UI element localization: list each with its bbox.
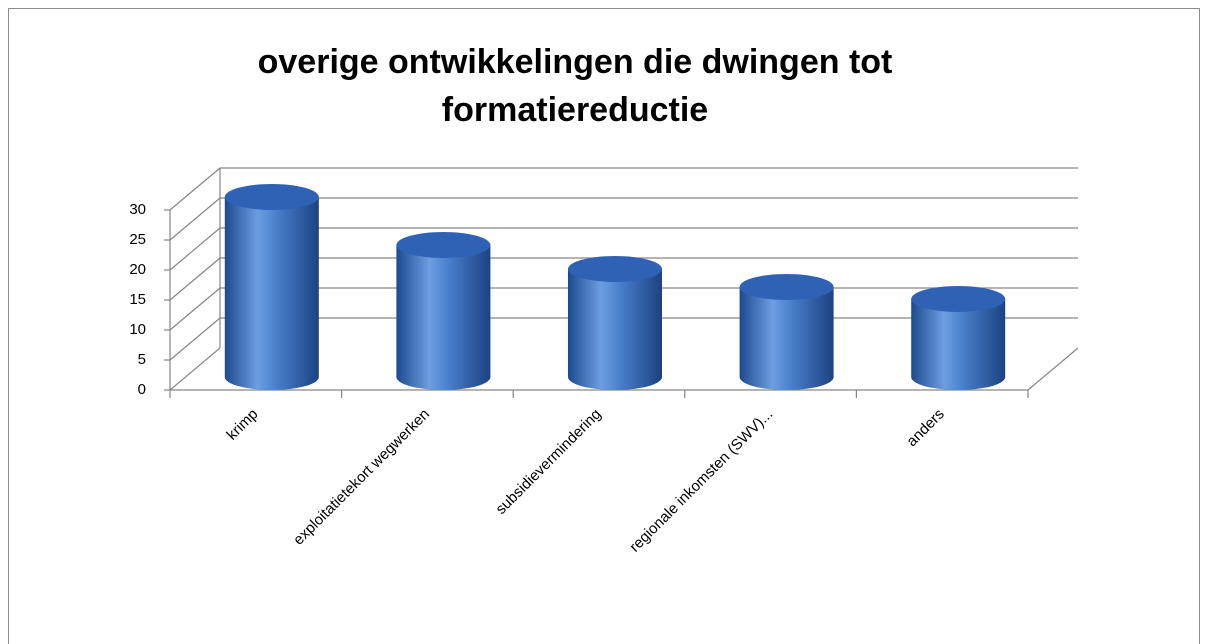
bar <box>396 245 491 391</box>
bar <box>568 269 662 390</box>
y-tick-label: 5 <box>138 351 146 368</box>
y-tick-label: 15 <box>129 291 146 308</box>
bar-top <box>224 184 319 210</box>
x-tick-label: regionale inkomsten (SWV)... <box>626 406 776 556</box>
bar-top <box>568 256 662 282</box>
y-tick-label: 30 <box>129 201 146 218</box>
y-tick-label: 10 <box>129 321 146 338</box>
grid-line <box>169 167 221 211</box>
y-tick-label: 25 <box>129 231 146 248</box>
bar <box>911 299 1006 391</box>
x-tick-label: subsidievermindering <box>492 406 604 518</box>
x-tick-label: anders <box>903 406 947 450</box>
grid-line <box>169 197 221 241</box>
x-tick-label: krimp <box>223 406 261 444</box>
y-tick-label: 0 <box>138 381 146 398</box>
chart-frame <box>8 8 1200 644</box>
chart-title: overige ontwikkelingen die dwingen tot f… <box>257 43 893 129</box>
bar-top <box>739 274 834 300</box>
grid-line <box>169 227 221 271</box>
grid-line <box>169 347 221 391</box>
bar-top <box>911 286 1006 312</box>
grid-line <box>169 257 221 301</box>
floor-edge <box>1027 347 1079 391</box>
bar-top <box>396 232 491 258</box>
bar <box>224 197 319 390</box>
grid-line <box>169 317 221 361</box>
bar <box>739 287 834 391</box>
grid-line <box>169 287 221 331</box>
x-tick-label: exploitatietekort wegwerken <box>290 406 433 549</box>
y-tick-label: 20 <box>129 261 146 278</box>
